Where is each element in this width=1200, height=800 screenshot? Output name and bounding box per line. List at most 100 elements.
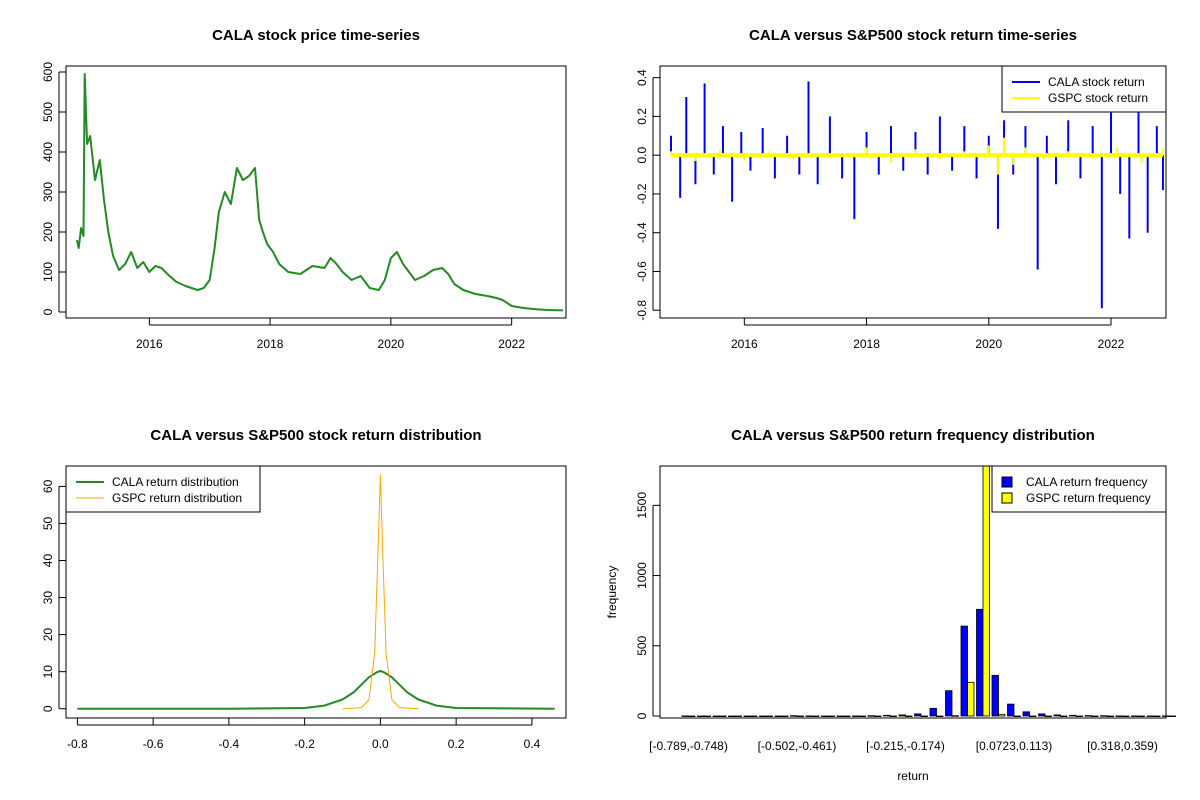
cala-return-series xyxy=(670,81,1164,309)
y-tick-label: -0.4 xyxy=(635,222,649,243)
cala-bars xyxy=(681,608,1170,718)
legend-label: GSPC return frequency xyxy=(1026,491,1151,505)
y-tick-label: 30 xyxy=(41,591,55,605)
histogram-bar xyxy=(920,715,928,718)
y-tick-label: 0 xyxy=(635,712,649,719)
histogram-bar xyxy=(1122,715,1130,718)
histogram-bar xyxy=(889,715,897,718)
x-tick-label: 2018 xyxy=(257,337,284,351)
gspc-return-series xyxy=(670,137,1164,175)
x-tick-label: 2018 xyxy=(853,337,880,351)
histogram-bar xyxy=(1029,715,1037,718)
histogram-bar xyxy=(883,714,891,717)
histogram-bar xyxy=(1013,715,1021,718)
x-tick-label: [0.318,0.359) xyxy=(1087,739,1158,753)
legend-label: CALA return frequency xyxy=(1026,475,1147,489)
histogram-bar xyxy=(1038,713,1046,717)
histogram-bar xyxy=(905,715,913,718)
histogram-bar xyxy=(874,715,882,718)
y-tick-label: 20 xyxy=(41,628,55,642)
y-tick-label: -0.6 xyxy=(635,261,649,282)
histogram-bar xyxy=(1153,715,1161,718)
x-tick-label: 2020 xyxy=(378,337,405,351)
histogram-bar xyxy=(951,715,959,717)
histogram-bar xyxy=(1060,715,1068,718)
x-tick-label: 2020 xyxy=(975,337,1002,351)
y-tick-label: 0 xyxy=(41,705,55,712)
histogram-bar xyxy=(982,465,990,717)
histogram-bar xyxy=(998,713,1006,717)
y-tick-label: 100 xyxy=(41,262,55,282)
histogram-bar xyxy=(1084,715,1092,717)
y-tick-label: 400 xyxy=(41,142,55,162)
histogram-bar xyxy=(898,714,906,717)
histogram-bar xyxy=(929,707,937,717)
histogram-bar xyxy=(796,715,804,718)
plot-frame xyxy=(659,465,1167,719)
x-tick-label: -0.8 xyxy=(67,737,88,751)
x-tick-label: [-0.502,-0.461) xyxy=(758,739,837,753)
histogram-bar xyxy=(1091,715,1099,718)
x-tick-label: 0.0 xyxy=(372,737,389,751)
y-tick-label: -0.8 xyxy=(635,300,649,321)
chart-title: CALA versus S&P500 stock return time-ser… xyxy=(749,27,1077,44)
histogram-bar xyxy=(750,715,758,718)
histogram-bar xyxy=(1168,715,1176,718)
x-tick-label: -0.4 xyxy=(219,737,240,751)
legend-swatch xyxy=(1001,476,1013,488)
x-tick-label: 2016 xyxy=(731,337,758,351)
y-tick-label: 0.4 xyxy=(635,69,649,86)
legend-label: CALA stock return xyxy=(1048,75,1145,89)
histogram-bar xyxy=(728,715,736,718)
x-tick-label: 2022 xyxy=(1098,337,1125,351)
histogram-bar xyxy=(945,690,953,717)
histogram-bar xyxy=(719,715,727,718)
x-tick-label: -0.2 xyxy=(294,737,315,751)
legend-label: CALA return distribution xyxy=(112,475,239,489)
y-tick-label: 500 xyxy=(635,635,649,655)
y-tick-label: 10 xyxy=(41,665,55,679)
chart-title: CALA versus S&P500 stock return distribu… xyxy=(150,427,481,444)
y-tick-label: 0 xyxy=(41,308,55,315)
histogram-bar xyxy=(759,715,767,718)
histogram-bar xyxy=(1146,715,1154,717)
histogram-bar xyxy=(1137,715,1145,718)
y-tick-label: 500 xyxy=(41,102,55,122)
y-tick-label: 1000 xyxy=(635,562,649,589)
chart-title: CALA stock price time-series xyxy=(212,27,420,44)
histogram-bar xyxy=(976,608,984,717)
histogram-bar xyxy=(812,715,820,718)
histogram-bar xyxy=(836,715,844,718)
histogram-bar xyxy=(852,715,860,717)
legend-label: GSPC return distribution xyxy=(112,491,242,505)
y-tick-label: 40 xyxy=(41,554,55,568)
x-tick-label: [0.0723,0.113) xyxy=(976,739,1053,753)
x-axis-label: return xyxy=(897,769,928,783)
histogram-bar xyxy=(867,715,875,717)
y-tick-label: 0.0 xyxy=(635,147,649,164)
histogram-bar xyxy=(1100,715,1108,717)
legend-swatch xyxy=(1001,492,1013,504)
y-tick-label: 200 xyxy=(41,222,55,242)
histogram-bar xyxy=(914,713,922,717)
histogram-bar xyxy=(1106,715,1114,718)
gspc-density-line xyxy=(342,474,419,710)
histogram-bar xyxy=(697,715,705,718)
histogram-bar xyxy=(1044,715,1052,718)
histogram-bar xyxy=(805,715,813,717)
y-tick-label: -0.2 xyxy=(635,183,649,204)
histogram-bar xyxy=(843,715,851,718)
x-tick-label: [-0.215,-0.174) xyxy=(866,739,945,753)
histogram-bar xyxy=(960,625,968,717)
y-axis-label: frequency xyxy=(605,566,619,619)
histogram-bar xyxy=(688,715,696,718)
histogram-bar xyxy=(790,715,798,717)
plot-frame xyxy=(659,65,1167,319)
histogram-bar xyxy=(936,715,944,718)
histogram-bar xyxy=(765,715,773,718)
histogram-bar xyxy=(781,715,789,718)
legend-label: GSPC stock return xyxy=(1048,91,1148,105)
legend-box xyxy=(1001,65,1167,113)
histogram-bar xyxy=(1131,715,1139,717)
